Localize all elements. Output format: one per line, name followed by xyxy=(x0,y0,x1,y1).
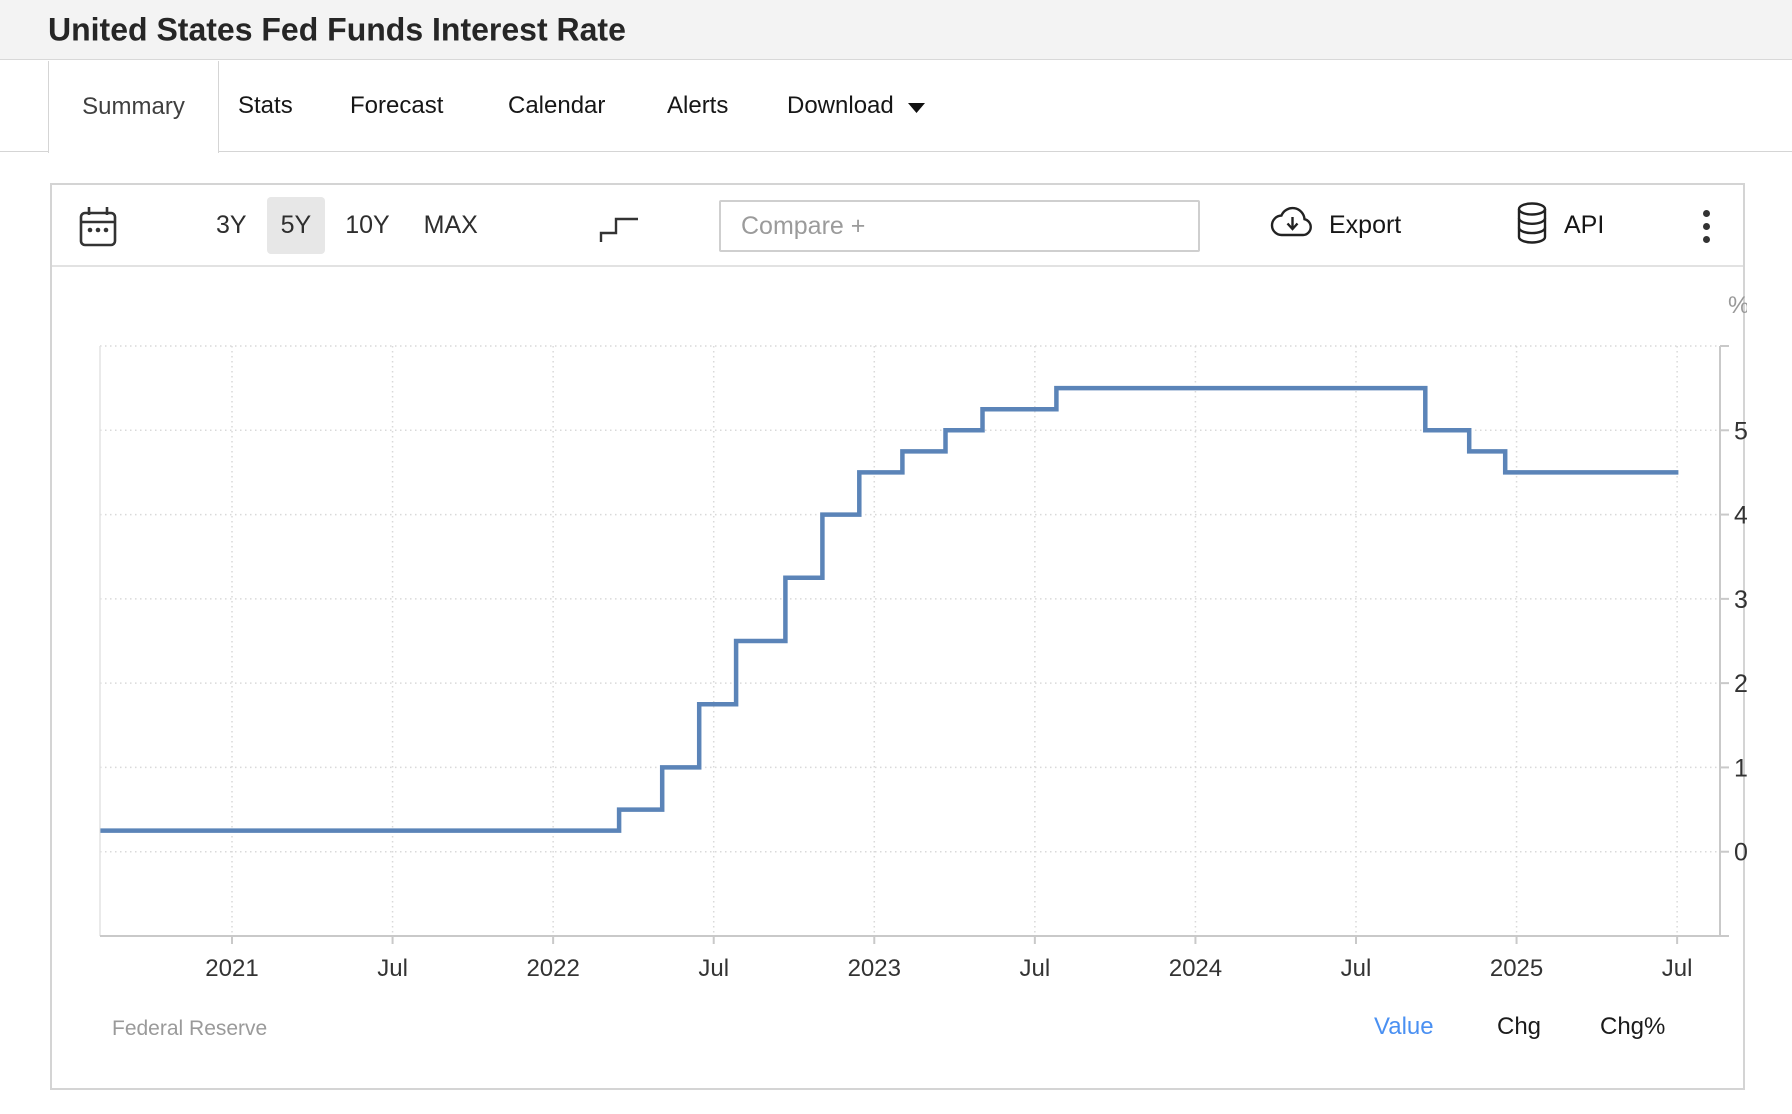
tab-summary-label: Summary xyxy=(82,93,185,120)
api-button[interactable]: API xyxy=(1515,185,1604,265)
y-axis-label: 2 xyxy=(1734,670,1747,698)
x-axis-label: Jul xyxy=(698,955,729,982)
y-axis-label: 1 xyxy=(1734,754,1747,782)
chevron-down-icon xyxy=(907,92,925,120)
x-axis-label: 2024 xyxy=(1169,955,1222,982)
tab-download[interactable]: Download xyxy=(787,61,925,151)
mode-value[interactable]: Value xyxy=(1374,1013,1434,1040)
x-axis-label: Jul xyxy=(1662,955,1693,982)
mode-chg-percent[interactable]: Chg% xyxy=(1600,1013,1666,1040)
tab-summary[interactable]: Summary xyxy=(48,61,219,153)
y-axis-label: 5 xyxy=(1734,417,1747,445)
tab-calendar[interactable]: Calendar xyxy=(508,92,606,119)
y-axis-label: 4 xyxy=(1734,502,1747,530)
chart-card: 3Y 5Y 10Y MAX Export xyxy=(50,183,1747,1090)
fed-funds-chart: 0 1 2 3 4 5% 2021 Jul 2022 Jul 2023 Jul 2024 Jul 2025 J… xyxy=(99,292,1747,982)
x-axis-label: 2023 xyxy=(848,955,901,982)
y-axis-label: 3 xyxy=(1734,586,1747,614)
range-max[interactable]: MAX xyxy=(423,210,478,239)
y-axis-label: 0 xyxy=(1734,839,1747,867)
x-axis-label: Jul xyxy=(1341,955,1372,982)
calendar-icon[interactable] xyxy=(78,205,118,249)
range-selector: 3Y 5Y 10Y MAX xyxy=(202,185,492,265)
y-axis-unit-label: % xyxy=(1728,292,1747,319)
page-title: United States Fed Funds Interest Rate xyxy=(48,11,626,47)
x-axis-label: 2022 xyxy=(526,955,579,982)
tab-forecast[interactable]: Forecast xyxy=(350,92,444,119)
x-axis-label: 2021 xyxy=(205,955,258,982)
export-button[interactable]: Export xyxy=(1270,185,1401,265)
source-label: Federal Reserve xyxy=(112,1017,268,1040)
api-label: API xyxy=(1564,210,1605,239)
tab-bar: Summary Stats Forecast Calendar Alerts D… xyxy=(0,61,1792,153)
kebab-menu-icon[interactable] xyxy=(1694,201,1718,251)
export-label: Export xyxy=(1329,210,1402,239)
x-axis-label: Jul xyxy=(1020,955,1051,982)
range-10y[interactable]: 10Y xyxy=(345,210,390,239)
x-axis-label: 2025 xyxy=(1490,955,1543,982)
cloud-download-icon xyxy=(1270,206,1316,245)
step-line-icon[interactable] xyxy=(597,209,643,245)
tab-alerts[interactable]: Alerts xyxy=(667,92,729,119)
tab-stats[interactable]: Stats xyxy=(238,92,293,119)
page-header: United States Fed Funds Interest Rate xyxy=(0,0,1792,60)
database-icon xyxy=(1515,201,1549,249)
range-3y[interactable]: 3Y xyxy=(216,210,247,239)
compare-input[interactable] xyxy=(719,200,1200,252)
mode-chg[interactable]: Chg xyxy=(1497,1013,1542,1040)
chart-toolbar: 3Y 5Y 10Y MAX Export xyxy=(52,185,1743,267)
x-axis-label: Jul xyxy=(377,955,408,982)
range-5y[interactable]: 5Y xyxy=(266,196,326,254)
rate-line xyxy=(100,385,1679,833)
